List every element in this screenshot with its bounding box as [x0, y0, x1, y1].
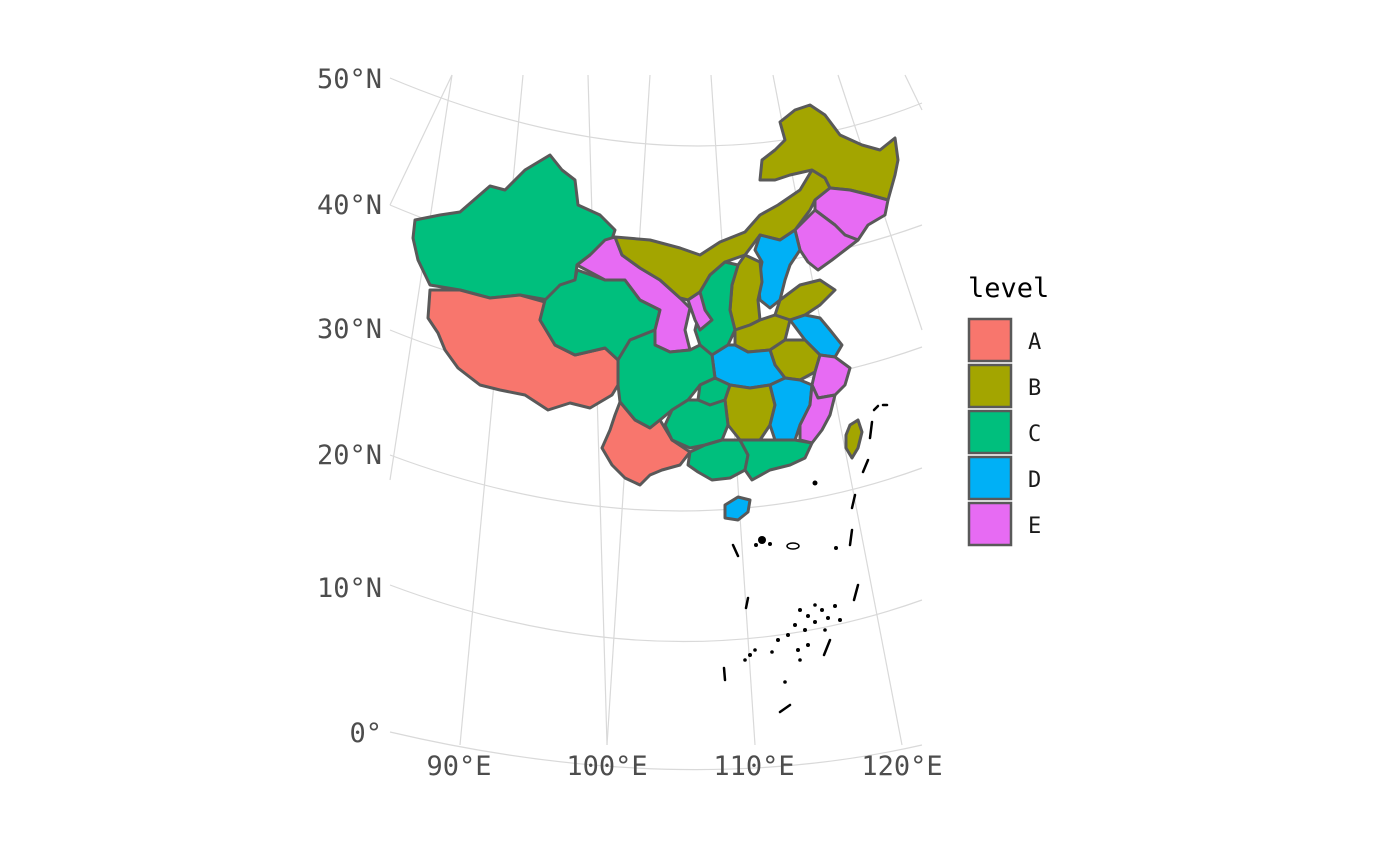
legend-label-b: B	[1028, 376, 1041, 401]
latitude-labels: 50°N 40°N 30°N 20°N 10°N 0°	[317, 64, 382, 749]
province-guizhou[interactable]	[663, 398, 730, 450]
lat-label-40: 40°N	[317, 190, 382, 221]
lat-label-50: 50°N	[317, 64, 382, 95]
province-liaoning[interactable]	[793, 208, 860, 272]
legend-item-a[interactable]: A	[967, 317, 1041, 363]
legend-label-c: C	[1028, 422, 1041, 447]
legend-swatch-c	[967, 409, 1013, 455]
lat-label-20: 20°N	[317, 440, 382, 471]
lon-label-110: 110°E	[713, 751, 794, 782]
lon-label-120: 120°E	[861, 751, 942, 782]
province-ningxia[interactable]	[686, 290, 714, 332]
lat-label-30: 30°N	[317, 314, 382, 345]
province-yunnan[interactable]	[600, 400, 692, 487]
lat-label-10: 10°N	[317, 573, 382, 604]
legend-swatch-b	[967, 363, 1013, 409]
longitude-labels: 90°E 100°E 110°E 120°E	[426, 751, 942, 782]
legend-swatch-d	[967, 455, 1013, 501]
province-hunan[interactable]	[723, 383, 777, 442]
south-china-sea-islands	[743, 480, 842, 684]
legend-title: level	[968, 273, 1049, 304]
nine-dash-line	[722, 403, 889, 714]
lon-label-100: 100°E	[566, 751, 647, 782]
legend-item-c[interactable]: C	[967, 409, 1041, 455]
lat-label-0: 0°	[349, 718, 382, 749]
legend-item-d[interactable]: D	[967, 455, 1041, 501]
legend-item-e[interactable]: E	[967, 501, 1041, 547]
legend-label-a: A	[1028, 330, 1041, 355]
legend-label-e: E	[1028, 514, 1041, 539]
province-guangdong[interactable]	[738, 438, 814, 482]
legend-label-d: D	[1028, 468, 1041, 493]
province-taiwan[interactable]	[844, 418, 864, 460]
provinces	[411, 103, 900, 522]
legend-item-b[interactable]: B	[967, 363, 1041, 409]
lon-label-90: 90°E	[426, 751, 491, 782]
province-inner-mongolia[interactable]	[613, 168, 832, 302]
province-hainan[interactable]	[723, 495, 752, 522]
legend-swatch-a	[967, 317, 1013, 363]
legend: level A B C D E	[967, 273, 1049, 547]
province-zhejiang[interactable]	[810, 353, 852, 400]
legend-swatch-e	[967, 501, 1013, 547]
province-tibet[interactable]	[426, 288, 624, 412]
province-fujian[interactable]	[798, 383, 837, 445]
